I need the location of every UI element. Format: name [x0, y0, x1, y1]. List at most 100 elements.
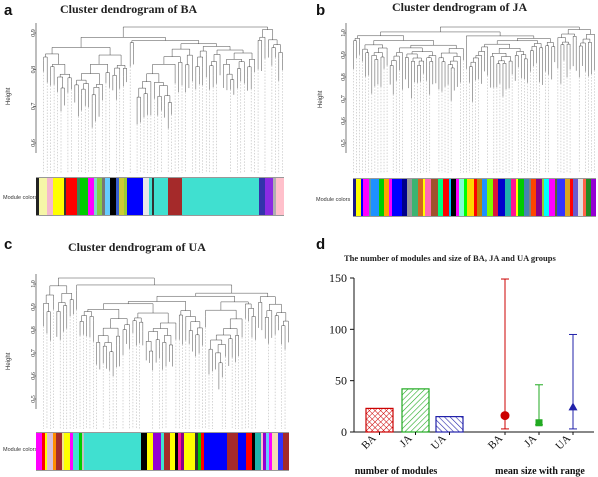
module-color-segment — [146, 433, 153, 470]
module-color-segment — [389, 179, 392, 216]
module-color-segment — [492, 179, 498, 216]
module-color-segment — [118, 178, 125, 215]
module-color-segment — [175, 433, 179, 470]
height-tick-label: 0.8 — [341, 73, 347, 81]
height-tick-label: 0.6 — [31, 139, 37, 147]
dendrogram-ja: 1.0 0.9 0.8 0.7 0.6 0.5 — [341, 23, 595, 173]
height-tick-label: 0.9 — [31, 29, 37, 37]
module-color-segment — [458, 179, 465, 216]
module-color-segment — [275, 178, 284, 215]
dendrogram-ba: 0.9 0.8 0.7 0.6 — [31, 23, 283, 173]
height-axis-label-ua: Height — [6, 352, 12, 370]
module-color-segment — [353, 179, 356, 216]
module-color-segment — [407, 179, 413, 216]
panel-letter-c: c — [4, 236, 13, 253]
module-color-segment — [466, 179, 475, 216]
module-color-segment — [168, 178, 183, 215]
module-color-segment — [78, 433, 82, 470]
module-color-segment — [391, 179, 403, 216]
module-color-segment — [77, 178, 81, 215]
dendrogram-guides — [353, 54, 595, 173]
module-color-segment — [371, 179, 379, 216]
module-color-segment — [115, 178, 119, 215]
module-color-segment — [360, 179, 364, 216]
chart-title: The number of modules and size of BA, JA… — [344, 253, 556, 263]
module-color-segment — [84, 433, 142, 470]
height-tick-label: 0.6 — [341, 117, 347, 125]
module-color-segment — [226, 433, 238, 470]
module-color-segment — [363, 179, 369, 216]
module-color-segment — [585, 179, 591, 216]
dendrogram-ua: 1.0 0.9 0.8 0.7 0.6 0.5 — [31, 274, 289, 429]
module-color-segment — [518, 179, 524, 216]
x-tick-label: JA — [397, 433, 414, 450]
module-color-segment — [181, 433, 184, 470]
module-color-segment — [564, 179, 571, 216]
module-color-segment — [200, 433, 204, 470]
module-color-segment — [368, 179, 372, 216]
modules-chart: 0 50 100 150 BA JA UA BA JA UA number of modules me… — [329, 271, 594, 477]
module-color-segment — [590, 179, 596, 216]
module-colors-label-ja: Module colors — [316, 197, 351, 203]
module-color-segment — [583, 179, 586, 216]
module-color-segment — [169, 433, 176, 470]
module-color-segment — [93, 178, 97, 215]
module-color-segment — [570, 179, 573, 216]
module-color-segment — [61, 433, 65, 470]
module-color-segment — [63, 178, 67, 215]
bar-ua — [435, 416, 464, 433]
module-colors-label-ba: Module colors — [3, 195, 38, 201]
height-axis-label-ja: Height — [318, 90, 324, 108]
dendrogram-guides — [43, 309, 286, 429]
module-color-segment — [544, 179, 550, 216]
panel-letter-b: b — [316, 2, 326, 19]
module-color-segment — [152, 433, 162, 470]
module-color-segment — [269, 433, 272, 470]
module-color-segment — [154, 178, 169, 215]
module-color-segment — [482, 179, 488, 216]
module-color-segment — [88, 178, 94, 215]
module-color-segment — [448, 179, 452, 216]
height-tick-label: 0.9 — [341, 51, 347, 59]
module-color-segment — [577, 179, 583, 216]
height-tick-label: 0.7 — [31, 103, 37, 111]
module-color-segment — [44, 433, 48, 470]
module-color-segment — [272, 433, 278, 470]
height-tick-label: 0.7 — [341, 95, 347, 103]
height-tick-label: 0.5 — [341, 139, 347, 147]
mean-marker-ba — [500, 411, 510, 421]
bar-ja — [401, 388, 430, 433]
module-color-segment — [412, 179, 418, 216]
module-color-segment — [41, 433, 45, 470]
module-color-segment — [47, 178, 53, 215]
bar-ba — [365, 407, 394, 433]
module-color-segment — [104, 178, 111, 215]
module-color-segment — [148, 178, 152, 215]
module-color-segment — [36, 178, 39, 215]
module-color-segment — [283, 433, 290, 470]
module-color-segment — [528, 179, 532, 216]
module-color-segment — [178, 433, 182, 470]
module-color-segment — [422, 179, 426, 216]
mean-marker-ja — [535, 419, 543, 427]
module-color-segment — [72, 433, 79, 470]
module-color-segment — [183, 433, 196, 470]
x-label-mean-size: mean size with range — [495, 466, 585, 477]
module-color-segment — [64, 433, 71, 470]
module-color-segment — [263, 433, 267, 470]
mean-marker-ua — [568, 402, 578, 411]
module-color-segment — [456, 179, 459, 216]
module-color-segment — [443, 179, 449, 216]
module-color-segment — [536, 179, 542, 216]
dendrogram-title-ja: Cluster dendrogram of JA — [392, 0, 528, 14]
height-tick-label: 0.9 — [31, 303, 37, 311]
module-color-segment — [102, 178, 105, 215]
height-tick-label: 0.8 — [31, 66, 37, 74]
module-color-segment — [70, 433, 73, 470]
module-colors-label-ua: Module colors — [3, 447, 38, 453]
module-color-segment — [163, 433, 170, 470]
module-color-segment — [38, 178, 48, 215]
module-color-segment — [384, 179, 390, 216]
height-tick-label: 1.0 — [31, 280, 37, 288]
x-label-number-of-modules: number of modules — [355, 466, 438, 477]
